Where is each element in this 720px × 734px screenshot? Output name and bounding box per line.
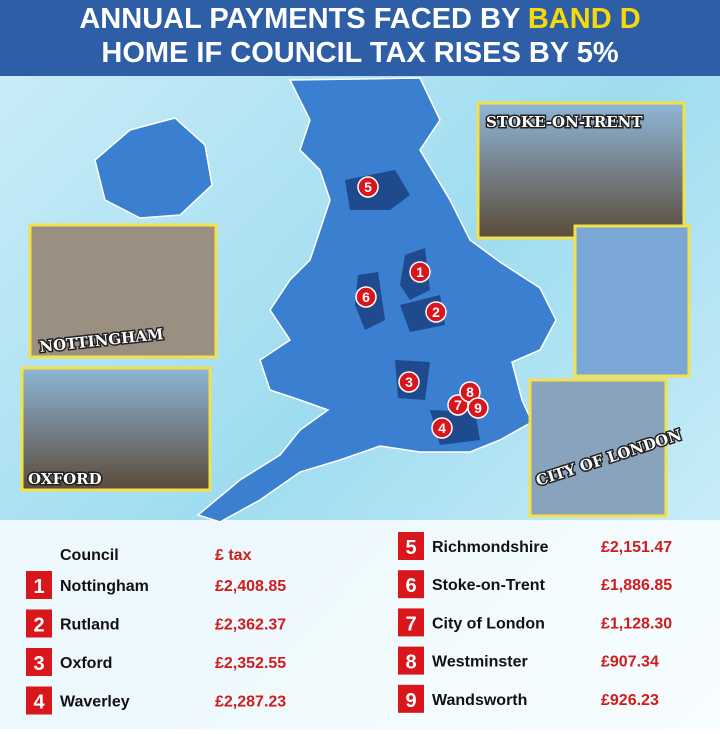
rank: 2 — [33, 615, 44, 637]
rank: 4 — [33, 692, 45, 714]
map-marker-label: 1 — [416, 264, 424, 280]
map-marker-label: 5 — [364, 179, 372, 195]
map-marker-label: 4 — [438, 420, 446, 436]
map-marker-label: 8 — [466, 384, 474, 400]
rank: 9 — [405, 690, 416, 712]
council: Rutland — [60, 617, 120, 634]
column-header: Council — [60, 547, 119, 564]
map-marker — [467, 397, 489, 419]
title: HOME IF COUNCIL TAX RISES BY 5% — [101, 37, 618, 69]
council: Waverley — [60, 694, 130, 711]
rank-box — [26, 686, 52, 715]
rank-box — [26, 609, 52, 638]
tax: £1,886.85 — [601, 577, 672, 594]
map-marker — [431, 417, 453, 439]
council: City of London — [432, 615, 545, 632]
rank-box — [398, 608, 424, 637]
tax: £907.34 — [601, 654, 659, 671]
tax: £2,362.37 — [215, 617, 286, 634]
map-marker — [425, 301, 447, 323]
council: Wandsworth — [432, 692, 527, 709]
tax: £926.23 — [601, 692, 659, 709]
map-marker-label: 6 — [362, 289, 370, 305]
map-marker — [355, 286, 377, 308]
council: Nottingham — [60, 578, 149, 595]
tax: £2,408.85 — [215, 578, 286, 595]
rank-box — [398, 532, 424, 560]
map-marker-label: 9 — [474, 400, 482, 416]
council: Oxford — [60, 655, 112, 672]
rank-box — [398, 684, 424, 713]
map-marker — [409, 261, 431, 283]
rank: 7 — [405, 613, 416, 635]
northern-ireland — [94, 117, 213, 219]
tax: £1,128.30 — [601, 615, 672, 632]
map-marker — [357, 176, 379, 198]
title: ANNUAL PAYMENTS FACED BY BAND D — [79, 3, 640, 35]
photo: STOKE-ON-TRENT NOTTINGHAM OXFORD CITY OF… — [20, 101, 691, 518]
rank: 1 — [33, 576, 44, 598]
tax: £2,151.47 — [601, 539, 672, 556]
map-marker-label: 3 — [405, 374, 413, 390]
rank: 3 — [33, 653, 44, 675]
tax: £2,352.55 — [215, 655, 286, 672]
map-marker-label: 7 — [454, 397, 462, 413]
rank-box — [26, 648, 52, 676]
title-banner — [0, 0, 720, 76]
tax: £2,287.23 — [215, 694, 286, 711]
column-header: £ tax — [215, 547, 252, 564]
rank: 6 — [405, 575, 416, 597]
rank: 5 — [405, 537, 416, 559]
council: Westminster — [432, 654, 528, 671]
map-marker — [398, 371, 420, 393]
council: Stoke-on-Trent — [432, 577, 546, 594]
rank-box — [26, 571, 52, 599]
photo-label: OXFORD — [28, 470, 102, 488]
rank: 8 — [405, 652, 416, 674]
map-marker-label: 2 — [432, 304, 440, 320]
photo-label: STOKE-ON-TRENT — [486, 113, 643, 131]
rank-box — [398, 646, 424, 675]
rank-box — [398, 570, 424, 599]
council: Richmondshire — [432, 539, 549, 556]
table-panel — [0, 520, 720, 729]
